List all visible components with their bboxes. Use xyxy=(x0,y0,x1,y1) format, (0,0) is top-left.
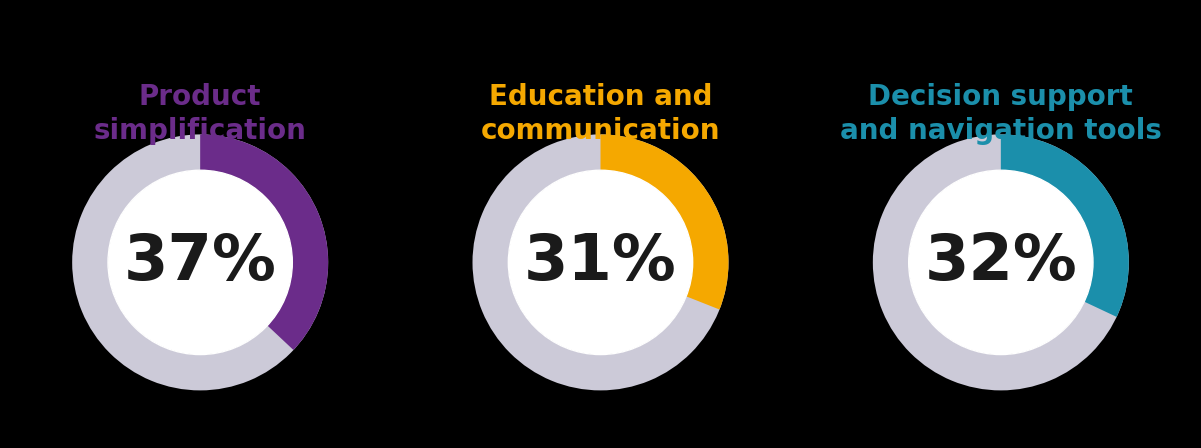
Wedge shape xyxy=(472,134,729,390)
Wedge shape xyxy=(201,134,328,350)
Circle shape xyxy=(108,170,292,354)
Circle shape xyxy=(508,170,693,354)
Text: 37%: 37% xyxy=(124,232,276,293)
Wedge shape xyxy=(1000,134,1129,317)
Circle shape xyxy=(909,170,1093,354)
Text: 31%: 31% xyxy=(524,232,677,293)
Text: 32%: 32% xyxy=(925,232,1077,293)
Text: Education and
communication: Education and communication xyxy=(480,83,721,145)
Wedge shape xyxy=(72,134,328,390)
Text: Product
simplification: Product simplification xyxy=(94,83,306,145)
Text: Decision support
and navigation tools: Decision support and navigation tools xyxy=(839,83,1161,145)
Wedge shape xyxy=(600,134,729,310)
Wedge shape xyxy=(873,134,1129,390)
